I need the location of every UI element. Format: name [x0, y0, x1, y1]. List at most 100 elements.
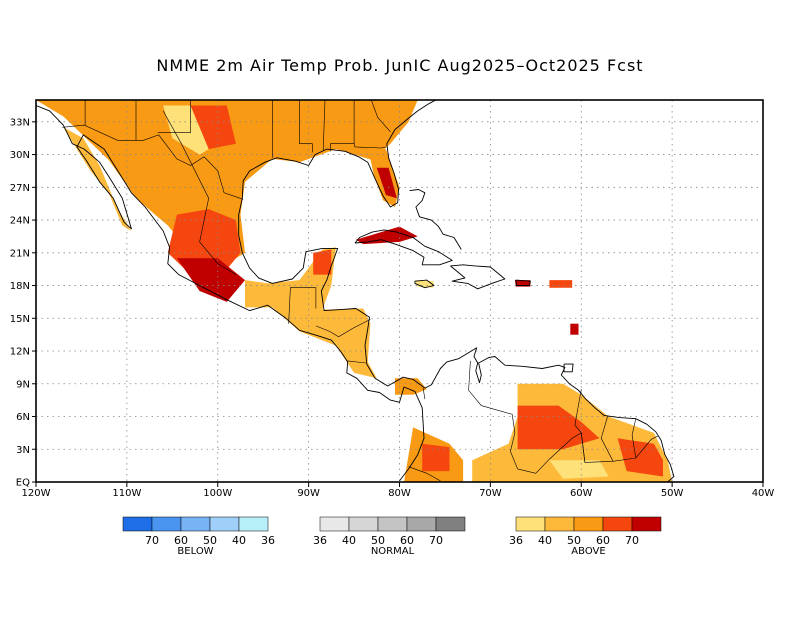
- x-tick-label: 120W: [22, 488, 51, 499]
- region-venezuela-red: [517, 405, 600, 450]
- region-colombia-pacific-red: [422, 443, 450, 472]
- y-tick-label: 12N: [10, 347, 30, 358]
- border-colombia-venezuela: [468, 360, 518, 470]
- x-tick-label: 110W: [112, 488, 141, 499]
- y-tick-label: 18N: [10, 281, 30, 292]
- x-tick-label: 80W: [388, 488, 411, 499]
- legend-number-below: 70: [145, 534, 159, 547]
- region-barbados: [570, 323, 579, 335]
- y-tick-label: EQ: [16, 478, 30, 489]
- legend-swatch-below: [180, 516, 211, 532]
- legend-label-below: BELOW: [177, 546, 213, 557]
- border-us-states-5: [299, 100, 313, 153]
- y-tick-label: 9N: [16, 379, 30, 390]
- border-nicaragua-costa-rica: [347, 360, 366, 364]
- x-tick-label: 50W: [661, 488, 684, 499]
- border-us-states-7: [330, 100, 355, 152]
- border-suriname-guiana: [631, 418, 637, 459]
- coastlines: [36, 100, 675, 482]
- region-southern-us-mexico-north: [36, 100, 418, 275]
- coast-cuba: [354, 229, 453, 266]
- border-us-mexico: [62, 124, 244, 200]
- region-florida-peninsula-red: [376, 167, 397, 199]
- map-title: NMME 2m Air Temp Prob. JunIC Aug2025–Oct…: [156, 56, 644, 75]
- coast-jamaica-outline: [414, 279, 435, 289]
- border-colombia-ecuador: [408, 466, 441, 482]
- coast-north-america-coast: [36, 105, 425, 482]
- legend-number-normal: 60: [400, 534, 414, 547]
- region-yucatan-red: [313, 249, 332, 275]
- legend-swatch-normal: [377, 516, 408, 532]
- region-amazon-light: [549, 460, 609, 479]
- legend-number-above: 50: [567, 534, 581, 547]
- political-borders: [62, 100, 658, 482]
- border-panama-colombia: [422, 388, 426, 400]
- legend-number-normal: 36: [313, 534, 327, 547]
- legend-swatch-below: [209, 516, 240, 532]
- x-tick-label: 40W: [752, 488, 775, 499]
- legend-number-above: 60: [596, 534, 610, 547]
- legend-swatch-above: [573, 516, 604, 532]
- x-tick-label: 90W: [297, 488, 320, 499]
- coast-trinidad: [563, 363, 574, 373]
- legend-number-above: 40: [538, 534, 552, 547]
- border-mexico-states: [162, 110, 237, 275]
- coast-hispaniola: [450, 264, 506, 290]
- y-tick-label: 3N: [16, 445, 30, 456]
- region-southwest-mexico-dark: [176, 258, 245, 302]
- region-sierra-madre-red: [167, 209, 241, 275]
- region-lesser-antilles: [549, 280, 573, 288]
- legend-swatch-above: [544, 516, 575, 532]
- axis-ticks: 120W 110W 100W 90W 80W 70W 60W 50W 40W EQ 3N 6N 9N 12…: [10, 117, 775, 499]
- legend-swatch-above: [602, 516, 633, 532]
- border-honduras-nicaragua: [315, 319, 371, 338]
- x-tick-label: 70W: [479, 488, 502, 499]
- legend-number-normal: 50: [371, 534, 385, 547]
- legend-swatch-above: [631, 516, 662, 532]
- region-puerto-rico: [514, 280, 531, 287]
- legend-number-below: 60: [174, 534, 188, 547]
- legend-swatch-below: [122, 516, 153, 532]
- legend-label-normal: NORMAL: [371, 546, 415, 557]
- legend-number-above: 70: [625, 534, 639, 547]
- region-cuba-red: [355, 226, 418, 245]
- border-guatemala: [288, 287, 317, 324]
- y-tick-label: 33N: [10, 117, 30, 128]
- coast-puerto-rico-outline: [515, 279, 531, 286]
- legend-swatch-below: [151, 516, 182, 532]
- x-tick-label: 100W: [203, 488, 232, 499]
- legend-number-below: 40: [232, 534, 246, 547]
- legend-swatch-normal: [319, 516, 350, 532]
- legend-number-normal: 70: [429, 534, 443, 547]
- graticule: [36, 100, 763, 482]
- legend-number-below: 50: [203, 534, 217, 547]
- coast-south-america-north-coast: [424, 347, 675, 482]
- y-tick-label: 15N: [10, 314, 30, 325]
- legend-swatch-normal: [435, 516, 466, 532]
- border-guyana-suriname: [600, 416, 614, 462]
- legend-number-normal: 40: [342, 534, 356, 547]
- coast-gulf-caribbean-coast: [238, 100, 437, 389]
- border-us-states-3: [157, 100, 191, 133]
- x-tick-label: 60W: [570, 488, 593, 499]
- legend-number-below: 36: [261, 534, 275, 547]
- coast-bahamas: [409, 189, 462, 250]
- legend-swatch-normal: [406, 516, 437, 532]
- y-tick-label: 21N: [10, 248, 30, 259]
- region-central-america: [245, 247, 377, 379]
- y-tick-label: 24N: [10, 216, 30, 227]
- border-us-states-9: [371, 100, 391, 132]
- border-us-states-8: [353, 143, 386, 149]
- region-texas-gulf-red: [190, 105, 236, 150]
- legend-swatch-normal: [348, 516, 379, 532]
- legend-label-above: ABOVE: [571, 546, 605, 557]
- border-brazil-north: [517, 432, 658, 474]
- legend-swatch-below: [238, 516, 269, 532]
- y-tick-label: 30N: [10, 150, 30, 161]
- color-legend: 70 60 50 40 36 BELOW 36 40 50 60 70 NORMAL 36 40 50 60 7…: [122, 516, 662, 557]
- legend-number-above: 36: [509, 534, 523, 547]
- legend-swatch-above: [515, 516, 546, 532]
- region-guianas-red: [617, 438, 663, 477]
- region-baja-california: [63, 127, 132, 231]
